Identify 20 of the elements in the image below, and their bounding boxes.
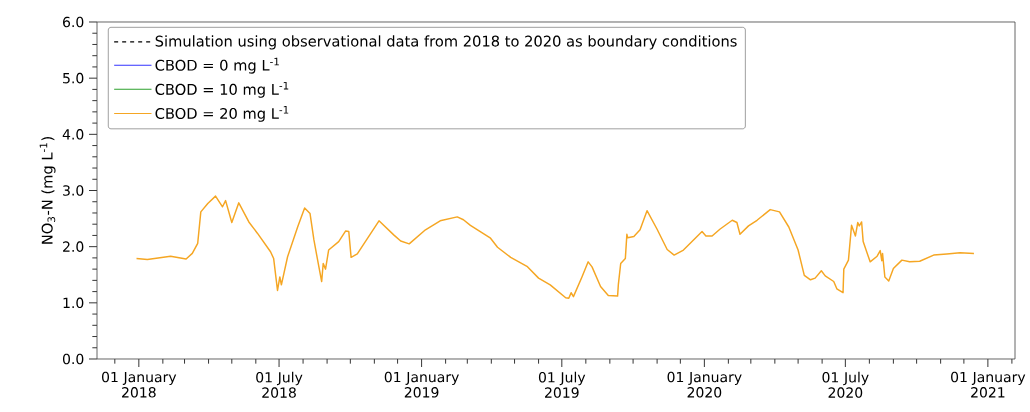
x-tick-label: 01 July 2018 (256, 371, 303, 398)
y-tick-label: 3.0 (63, 185, 84, 196)
x-tick-label: 01 January 2020 (667, 371, 742, 398)
x-tick-label: 01 July 2019 (538, 371, 586, 398)
x-tick-label: 01 January 2019 (384, 371, 459, 398)
legend-label: Simulation using observational data from 2018 to 2020 as boundary conditions (155, 35, 737, 50)
legend-label: CBOD = 0 mg L$^{-1}$ (155, 57, 279, 74)
x-tick-label: 01 July 2020 (822, 371, 869, 398)
x-tick-label: 01 January 2021 (951, 371, 1026, 398)
legend-label: CBOD = 20 mg L$^{-1}$ (155, 106, 289, 122)
y-tick-label: 0.0 (62, 353, 84, 365)
y-tick-label: 6.0 (63, 16, 84, 28)
line-series (135, 195, 975, 300)
y-axis-title: NO$_{3}$-N (mg L$^{-1}$) (39, 137, 56, 244)
y-tick-label: 1.0 (63, 297, 84, 309)
y-tick-label: 5.0 (63, 72, 84, 84)
legend-label: CBOD = 10 mg L$^{-1}$ (155, 81, 289, 98)
y-tick-label: 2.0 (63, 241, 84, 252)
x-tick-label: 01 January 2018 (101, 371, 177, 398)
y-tick-label: 4.0 (62, 129, 84, 140)
